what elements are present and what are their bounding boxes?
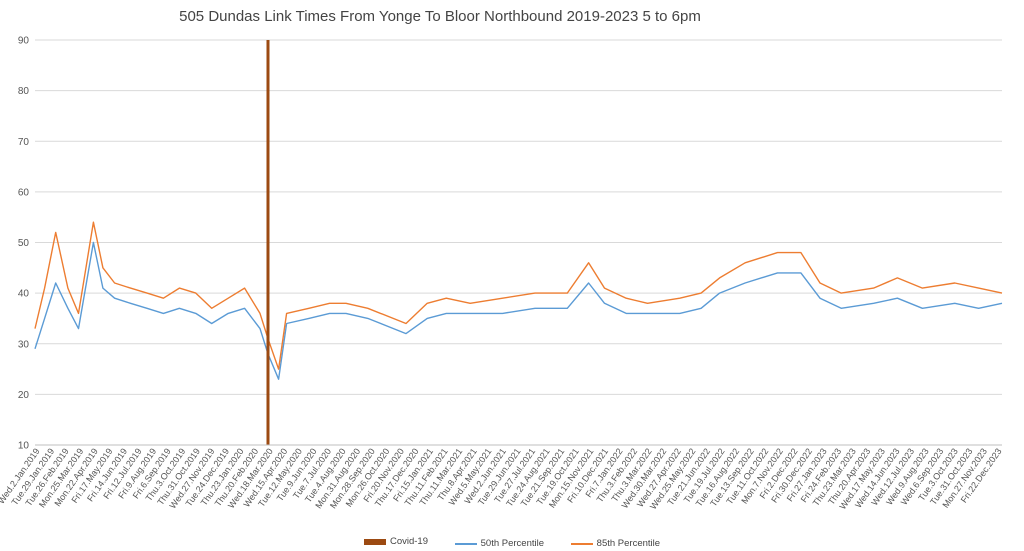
covid-19-bar	[266, 40, 270, 445]
covid-marker	[266, 40, 270, 445]
legend-item-50th: 50th Percentile	[454, 538, 545, 549]
y-tick-label: 20	[18, 390, 30, 401]
legend-label-85th: 85th Percentile	[596, 538, 661, 549]
y-tick-label: 70	[18, 137, 30, 148]
y-tick-label: 10	[18, 441, 30, 452]
series-line-85th-percentile	[34, 221, 1003, 370]
legend: Covid-19 50th Percentile 85th Percentile	[0, 536, 1024, 549]
y-tick-label: 30	[18, 339, 30, 350]
x-axis-ticks: Wed.2.Jan.2019Tue.29.Jan.2019Tue.26.Feb.…	[0, 446, 1004, 511]
legend-item-covid: Covid-19	[363, 536, 428, 547]
y-axis-ticks: 10 20 30 40 50 60 70 80 90	[18, 36, 30, 452]
legend-swatch-85th	[570, 542, 593, 545]
chart-title: 505 Dundas Link Times From Yonge To Bloo…	[179, 8, 701, 25]
legend-swatch-50th	[454, 542, 477, 545]
series-lines	[34, 221, 1003, 380]
y-tick-label: 50	[18, 238, 30, 249]
legend-swatch-covid	[363, 538, 386, 545]
legend-label-covid: Covid-19	[389, 536, 428, 547]
y-tick-label: 80	[18, 86, 30, 97]
y-tick-label: 40	[18, 289, 30, 300]
y-tick-label: 90	[18, 36, 30, 47]
legend-item-85th: 85th Percentile	[570, 538, 661, 549]
legend-label-50th: 50th Percentile	[480, 538, 545, 549]
y-tick-label: 60	[18, 187, 30, 198]
gridlines	[35, 39, 1002, 446]
series-line-50th-percentile	[34, 241, 1003, 380]
